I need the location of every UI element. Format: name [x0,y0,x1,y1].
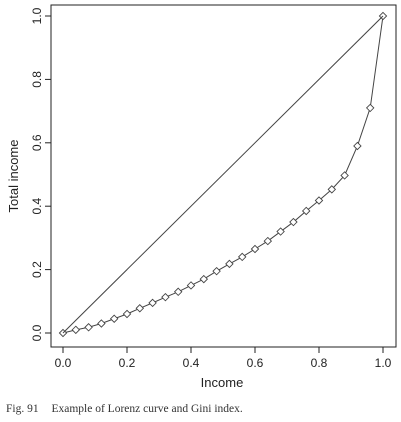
lorenz-point [365,103,375,113]
x-tick-label: 0.0 [55,356,72,370]
y-tick-label: 0.4 [30,198,44,215]
lorenz-point [289,217,298,227]
lorenz-point [327,185,337,194]
lorenz-point [263,236,273,246]
lorenz-point [225,259,234,269]
lorenz-point [84,323,93,332]
y-axis: 0.0 0.2 0.4 0.6 0.8 1.0 [30,7,51,341]
figure-caption: Fig. 91 Example of Lorenz curve and Gini… [6,403,243,415]
y-tick-label: 0.2 [30,261,44,278]
lorenz-point [314,196,324,205]
caption-text: Example of Lorenz curve and Gini index. [51,403,243,415]
lorenz-point [97,319,106,328]
y-tick-label: 1.0 [30,7,44,24]
y-axis-label: Total income [6,140,21,213]
lorenz-point [340,171,349,180]
equality-diagonal-line [62,15,384,334]
lorenz-point [109,314,119,323]
x-tick-label: 0.8 [311,356,328,370]
lorenz-point [186,281,196,290]
y-tick-label: 0.0 [30,324,44,341]
lorenz-point [353,141,362,151]
lorenz-point [301,206,311,216]
lorenz-point [212,266,221,276]
x-axis: 0.0 0.2 0.4 0.6 0.8 1.0 [55,347,392,370]
lorenz-point [161,292,170,302]
y-tick-label: 0.8 [30,71,44,88]
y-tick-label: 0.6 [30,134,44,151]
lorenz-point [173,287,183,297]
lorenz-point [250,244,260,254]
lorenz-point [71,325,81,335]
x-tick-label: 0.6 [247,356,264,370]
lorenz-point [237,252,247,262]
series-layer [58,11,388,338]
plot-frame [50,4,397,348]
lorenz-point [276,227,285,236]
lorenz-point [148,298,157,308]
x-tick-label: 1.0 [375,356,392,370]
x-tick-label: 0.2 [119,356,136,370]
lorenz-chart: 0.0 0.2 0.4 0.6 0.8 1.0 0.0 0.2 0.4 0.6 0.8 1.0 In… [6,4,397,390]
lorenz-point [122,309,132,319]
caption-number: Fig. 91 [6,403,39,415]
lorenz-point [199,274,209,284]
x-tick-label: 0.4 [183,356,200,370]
lorenz-point [135,304,145,313]
x-axis-label: Income [201,375,244,390]
